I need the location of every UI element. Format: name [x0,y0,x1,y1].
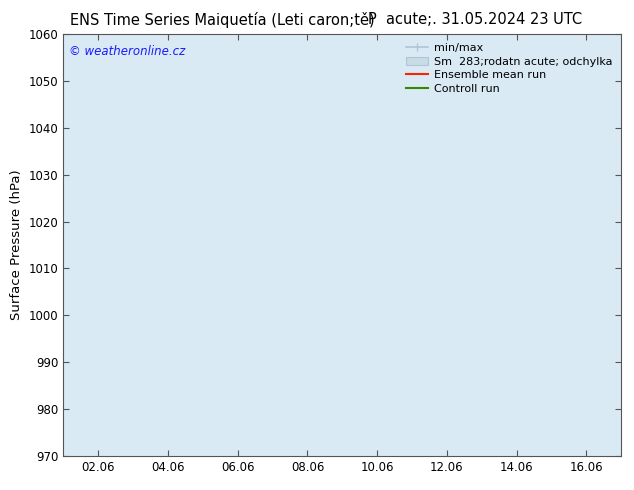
Text: © weatheronline.cz: © weatheronline.cz [69,45,185,58]
Bar [482,34,552,456]
Text: ENS Time Series Maiquetía (Leti caron;tě): ENS Time Series Maiquetía (Leti caron;tě… [70,12,374,28]
Bar [552,34,621,456]
Bar [273,34,342,456]
Bar [133,34,203,456]
Bar [342,34,412,456]
Bar [412,34,482,456]
Y-axis label: Surface Pressure (hPa): Surface Pressure (hPa) [10,170,23,320]
Bar [63,34,133,456]
Legend: min/max, Sm  283;rodatn acute; odchylka, Ensemble mean run, Controll run: min/max, Sm 283;rodatn acute; odchylka, … [403,40,616,97]
Text: P  acute;. 31.05.2024 23 UTC: P acute;. 31.05.2024 23 UTC [368,12,583,27]
Bar [203,34,273,456]
